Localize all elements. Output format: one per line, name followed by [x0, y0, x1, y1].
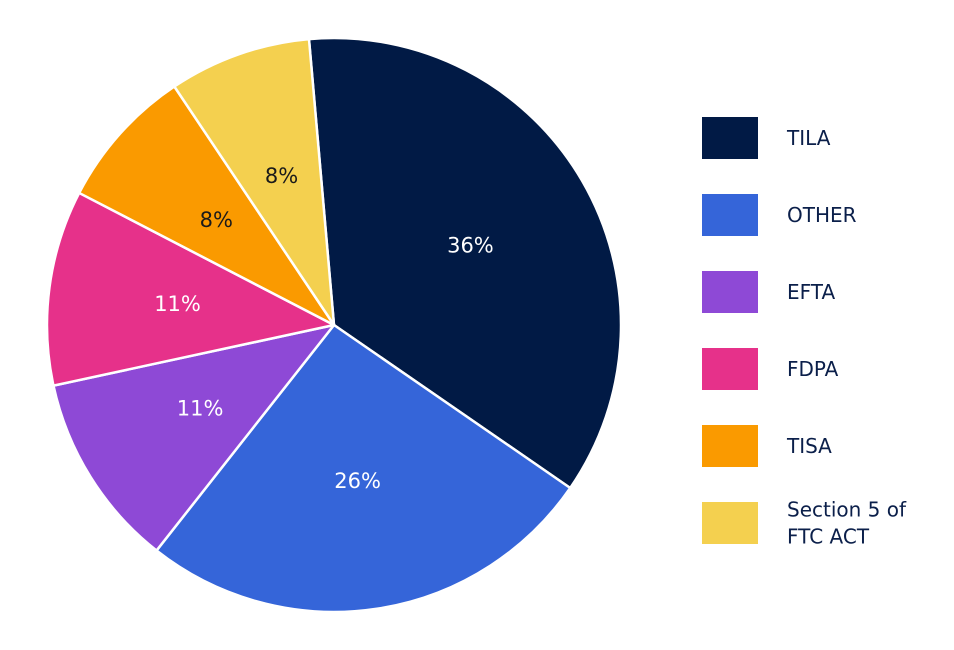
legend-label-fdpa: FDPA	[787, 357, 839, 381]
legend-swatch-section-5-of-ftc-act	[702, 502, 758, 544]
legend-swatch-other	[702, 194, 758, 236]
pie-slice-tisa	[77, 85, 336, 327]
legend-swatch-tisa	[702, 425, 758, 467]
pie-slice-efta	[52, 323, 336, 552]
legend-item-fdpa: FDPA	[702, 348, 839, 390]
legend: TILA OTHER EFTA FDPA TISA Section 5 of FTC ACT	[702, 117, 907, 549]
legend-swatch-efta	[702, 271, 758, 313]
legend-label-tisa: TISA	[786, 434, 832, 458]
legend-swatch-tila	[702, 117, 758, 159]
pie-slice-fdpa	[45, 191, 336, 387]
legend-label-tila: TILA	[786, 126, 831, 150]
legend-label-section-5-of-ftc-act-line-1: Section 5 of	[787, 498, 907, 522]
slice-label-efta: 11%	[177, 397, 224, 421]
legend-item-other: OTHER	[702, 194, 857, 236]
slice-label-fdpa: 11%	[154, 292, 201, 316]
legend-item-efta: EFTA	[702, 271, 835, 313]
legend-item-section-5-of-ftc-act: Section 5 of FTC ACT	[702, 498, 907, 549]
pie-slice-labels: 36% 26% 11% 11% 8% 8%	[154, 164, 494, 493]
legend-label-efta: EFTA	[787, 280, 835, 304]
pie-slice-section-5-of-ftc-act	[173, 37, 336, 327]
slice-label-section-5-of-ftc-act: 8%	[265, 164, 298, 188]
pie-slices	[45, 36, 623, 614]
slice-label-other: 26%	[334, 469, 381, 493]
legend-item-tisa: TISA	[702, 425, 832, 467]
legend-label-other: OTHER	[787, 203, 857, 227]
slice-label-tila: 36%	[447, 234, 494, 258]
pie-slice-other	[155, 323, 572, 614]
slice-label-tisa: 8%	[200, 208, 233, 232]
pie-slice-tila	[307, 36, 623, 490]
legend-swatch-fdpa	[702, 348, 758, 390]
legend-item-tila: TILA	[702, 117, 831, 159]
legend-label-section-5-of-ftc-act-line-2: FTC ACT	[787, 525, 870, 549]
